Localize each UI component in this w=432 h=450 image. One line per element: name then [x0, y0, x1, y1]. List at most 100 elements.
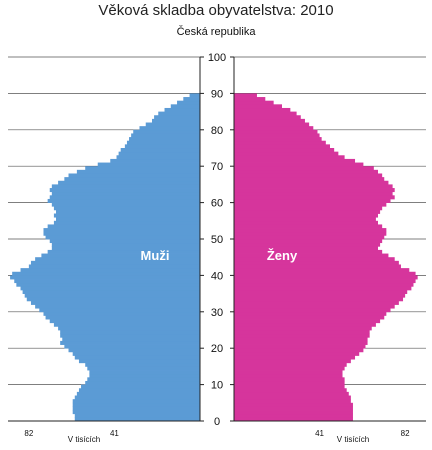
female-bar-age-66 — [234, 177, 385, 182]
male-bar-age-69 — [85, 166, 200, 171]
male-bar-age-43 — [30, 260, 201, 265]
male-bar-age-7 — [76, 391, 200, 396]
female-bar-age-88 — [234, 97, 266, 102]
female-bar-age-15 — [234, 362, 347, 367]
male-bar-age-30 — [39, 308, 200, 313]
male-bar-age-50 — [45, 235, 200, 240]
male-bar-age-19 — [68, 348, 201, 353]
female-bar-age-0 — [234, 417, 353, 422]
male-bar-age-23 — [60, 333, 200, 338]
female-bar-age-37 — [234, 282, 414, 287]
age-tick-10: 10 — [211, 380, 223, 392]
female-bar-age-49 — [234, 239, 383, 244]
male-bar-age-17 — [74, 355, 200, 360]
female-bar-age-3 — [234, 406, 353, 411]
female-bar-age-74 — [234, 148, 335, 153]
female-bar-age-7 — [234, 391, 349, 396]
female-bar-age-71 — [234, 158, 356, 163]
female-bar-age-63 — [234, 188, 395, 193]
male-bar-age-11 — [87, 377, 200, 382]
female-bar-age-65 — [234, 180, 389, 185]
x-tick-left-41: 41 — [110, 429, 119, 438]
female-bar-age-28 — [234, 315, 385, 320]
female-bar-age-44 — [234, 257, 395, 262]
male-bar-age-63 — [49, 188, 200, 193]
male-bar-age-4 — [72, 402, 200, 407]
age-tick-40: 40 — [211, 270, 223, 282]
female-bar-age-80 — [234, 126, 314, 131]
male-bar-age-22 — [62, 337, 201, 342]
female-bar-age-45 — [234, 253, 389, 258]
female-bar-age-59 — [234, 202, 387, 207]
male-bar-age-51 — [43, 231, 201, 236]
series-label-male: Muži — [141, 248, 170, 263]
age-axis-ticks: 0 10 20 30 40 50 60 70 80 90 100 — [200, 52, 234, 428]
female-bar-age-16 — [234, 359, 351, 364]
male-bar-age-77 — [129, 137, 200, 142]
female-bar-age-57 — [234, 209, 381, 214]
female-bar-age-62 — [234, 191, 393, 196]
male-bar-age-84 — [158, 111, 200, 116]
female-bar-age-43 — [234, 260, 399, 265]
male-bar-age-87 — [177, 100, 200, 105]
male-bar-age-27 — [49, 319, 200, 324]
female-bar-age-8 — [234, 388, 347, 393]
female-bar-age-64 — [234, 184, 393, 189]
male-bar-age-56 — [53, 213, 200, 218]
female-bar-age-30 — [234, 308, 391, 313]
male-bar-age-89 — [189, 93, 200, 98]
female-bar-age-31 — [234, 304, 395, 309]
female-bar-age-79 — [234, 129, 318, 134]
female-bar-age-17 — [234, 355, 356, 360]
female-bar-age-32 — [234, 300, 399, 305]
male-bar-age-42 — [28, 264, 201, 269]
female-bar-age-53 — [234, 224, 383, 229]
female-bar-age-81 — [234, 122, 310, 127]
female-bar-age-5 — [234, 399, 351, 404]
male-bar-age-64 — [51, 184, 200, 189]
male-bar-age-54 — [53, 220, 200, 225]
male-bar-age-48 — [51, 242, 200, 247]
female-bar-age-68 — [234, 169, 378, 174]
female-bar-age-72 — [234, 155, 345, 160]
male-bar-age-31 — [35, 304, 200, 309]
female-bar-age-77 — [234, 137, 322, 142]
female-bar-age-40 — [234, 271, 416, 276]
male-bar-age-18 — [72, 351, 200, 356]
male-bar-age-40 — [12, 271, 201, 276]
female-bar-age-29 — [234, 311, 387, 316]
male-bar-age-24 — [60, 330, 200, 335]
female-bar-age-75 — [234, 144, 330, 149]
male-bar-age-35 — [22, 289, 200, 294]
female-bar-age-11 — [234, 377, 345, 382]
x-tick-right-41: 41 — [315, 429, 324, 438]
chart-title: Věková skladba obyvatelstva: 2010 — [98, 2, 333, 19]
female-bar-age-70 — [234, 162, 364, 167]
male-bar-age-75 — [124, 144, 200, 149]
male-bar-age-65 — [58, 180, 201, 185]
female-bar-age-2 — [234, 410, 353, 415]
male-bar-age-67 — [68, 173, 201, 178]
male-bar-age-10 — [85, 380, 200, 385]
female-bar-age-13 — [234, 370, 343, 375]
male-bar-age-83 — [154, 115, 200, 120]
female-bar-age-20 — [234, 344, 366, 349]
female-bar-age-18 — [234, 351, 360, 356]
female-bar-age-85 — [234, 107, 291, 112]
female-bar-age-19 — [234, 348, 364, 353]
female-bar-age-36 — [234, 286, 412, 291]
male-bar-age-49 — [49, 239, 200, 244]
male-bar-age-16 — [78, 359, 200, 364]
female-bar-age-10 — [234, 380, 345, 385]
male-bar-age-70 — [97, 162, 200, 167]
female-bar-age-14 — [234, 366, 345, 371]
male-bar-age-12 — [89, 373, 200, 378]
female-bar-age-86 — [234, 104, 282, 109]
female-bar-age-54 — [234, 220, 378, 225]
female-bar-age-34 — [234, 293, 406, 298]
female-bar-age-67 — [234, 173, 383, 178]
male-bar-age-44 — [35, 257, 200, 262]
male-bar-age-59 — [51, 202, 200, 207]
female-bar-age-50 — [234, 235, 385, 240]
